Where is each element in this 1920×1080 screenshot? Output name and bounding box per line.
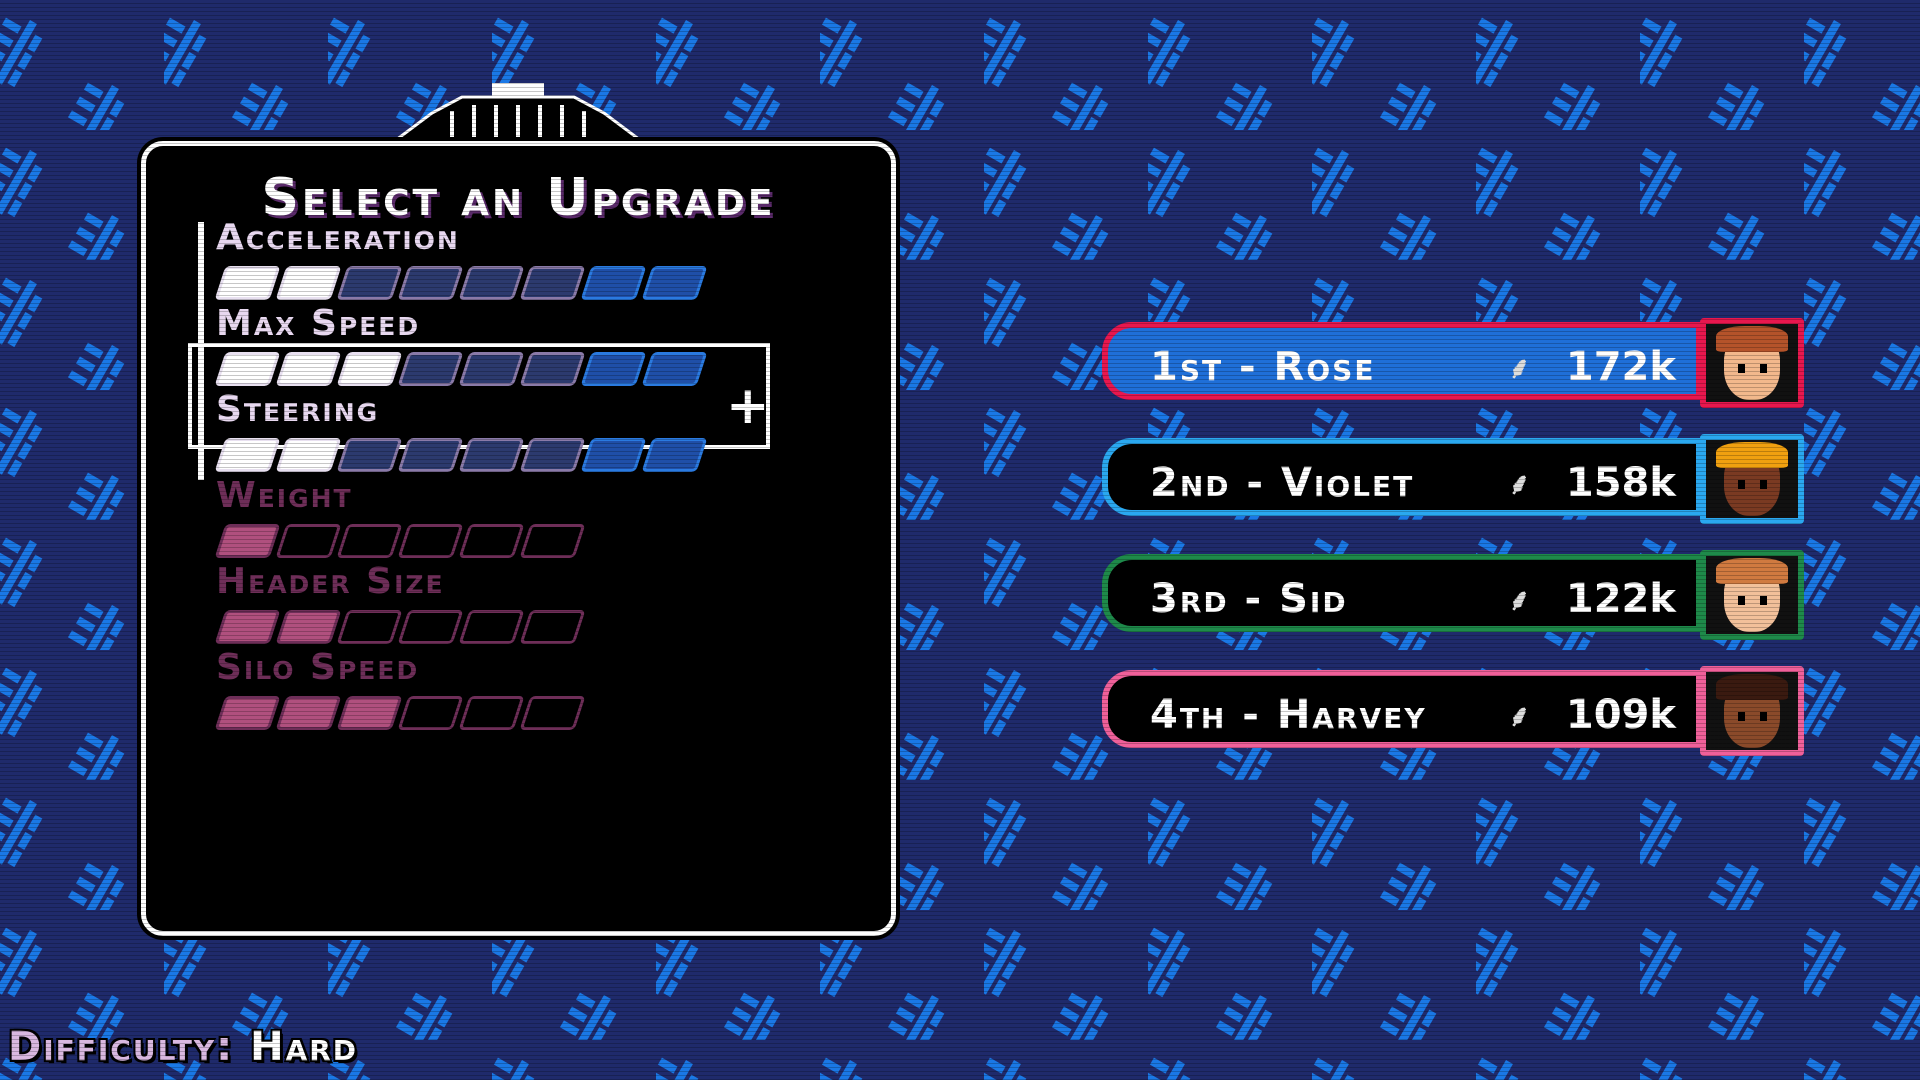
level-segment-filled [214, 524, 281, 558]
player-portrait [1700, 550, 1804, 640]
difficulty-value: Hard [250, 1024, 359, 1070]
upgrade-label: Weight [216, 475, 353, 516]
leaderboard-row: 2nd - Violet ⸙ 158k [1102, 434, 1812, 524]
level-segment-empty [641, 438, 708, 472]
level-segment-empty [641, 266, 708, 300]
level-segment-empty [458, 438, 525, 472]
panel-crown-ornament [392, 83, 644, 143]
level-segment-filled [275, 352, 342, 386]
wheat-icon: ⸙ [1508, 583, 1531, 618]
level-segment-filled [275, 266, 342, 300]
level-segment-empty [397, 524, 464, 558]
level-segment-empty [519, 266, 586, 300]
upgrade-steering[interactable]: Steering [186, 388, 786, 488]
upgrade-level-bar [214, 438, 708, 474]
upgrade-level-bar [214, 524, 586, 560]
wheat-icon: ⸙ [1508, 467, 1531, 502]
level-segment-empty [275, 524, 342, 558]
level-segment-empty [336, 438, 403, 472]
player-score: 158k [1565, 460, 1676, 506]
level-segment-filled [275, 696, 342, 730]
level-segment-filled [214, 438, 281, 472]
level-segment-empty [336, 610, 403, 644]
upgrade-silo-speed: Silo Speed [186, 646, 786, 746]
level-segment-filled [336, 696, 403, 730]
level-segment-filled [336, 352, 403, 386]
upgrade-label: Acceleration [216, 217, 460, 258]
player-portrait [1700, 666, 1804, 756]
row-background: 4th - Harvey ⸙ 109k [1102, 670, 1702, 748]
row-marker [198, 308, 204, 394]
level-segment-filled [275, 610, 342, 644]
plus-icon[interactable]: + [726, 376, 770, 436]
level-segment-empty [519, 610, 586, 644]
player-rank-name: 4th - Harvey [1150, 692, 1427, 738]
level-segment-empty [458, 266, 525, 300]
upgrade-label: Max Speed [216, 303, 421, 344]
panel-title: Select an Upgrade [261, 168, 776, 228]
level-segment-filled [275, 438, 342, 472]
upgrade-header-size: Header Size [186, 560, 786, 660]
upgrade-panel: Select an Upgrade Acceleration Max Speed S… [141, 141, 896, 936]
level-segment-empty [580, 438, 647, 472]
level-segment-empty [397, 696, 464, 730]
level-segment-empty [519, 696, 586, 730]
upgrade-label: Header Size [216, 561, 445, 602]
level-segment-empty [336, 266, 403, 300]
level-segment-empty [458, 352, 525, 386]
leaderboard-row: 3rd - Sid ⸙ 122k [1102, 550, 1812, 640]
level-segment-empty [519, 352, 586, 386]
row-marker [198, 222, 204, 308]
player-score: 122k [1565, 576, 1676, 622]
level-segment-empty [519, 438, 586, 472]
player-score: 109k [1565, 692, 1676, 738]
upgrade-level-bar [214, 696, 586, 732]
level-segment-empty [397, 352, 464, 386]
level-segment-empty [458, 696, 525, 730]
player-portrait [1700, 434, 1804, 524]
level-segment-empty [397, 610, 464, 644]
level-segment-filled [214, 266, 281, 300]
level-segment-empty [397, 266, 464, 300]
leaderboard-row: 1st - Rose ⸙ 172k [1102, 318, 1812, 408]
row-background: 2nd - Violet ⸙ 158k [1102, 438, 1702, 516]
upgrade-weight: Weight [186, 474, 786, 574]
upgrade-level-bar [214, 266, 708, 302]
level-segment-filled [214, 696, 281, 730]
level-segment-empty [458, 610, 525, 644]
player-score: 172k [1565, 344, 1676, 390]
level-segment-filled [214, 352, 281, 386]
wheat-icon: ⸙ [1508, 699, 1531, 734]
player-rank-name: 1st - Rose [1150, 344, 1376, 390]
difficulty-indicator: Difficulty: Hard [8, 1024, 358, 1070]
player-portrait [1700, 318, 1804, 408]
upgrade-label: Steering [216, 389, 380, 430]
level-segment-empty [458, 524, 525, 558]
level-segment-empty [336, 524, 403, 558]
player-rank-name: 2nd - Violet [1150, 460, 1415, 506]
row-background: 3rd - Sid ⸙ 122k [1102, 554, 1702, 632]
level-segment-filled [214, 610, 281, 644]
leaderboard-row: 4th - Harvey ⸙ 109k [1102, 666, 1812, 756]
level-segment-empty [397, 438, 464, 472]
upgrade-level-bar [214, 352, 708, 388]
upgrade-acceleration[interactable]: Acceleration [186, 216, 786, 316]
row-background: 1st - Rose ⸙ 172k [1102, 322, 1702, 400]
difficulty-label: Difficulty: [8, 1024, 235, 1070]
level-segment-empty [519, 524, 586, 558]
level-segment-empty [580, 352, 647, 386]
upgrade-label: Silo Speed [216, 647, 420, 688]
upgrade-level-bar [214, 610, 586, 646]
wheat-icon: ⸙ [1508, 351, 1531, 386]
upgrade-max-speed[interactable]: Max Speed [186, 302, 786, 402]
player-rank-name: 3rd - Sid [1150, 576, 1348, 622]
row-marker [198, 394, 204, 480]
level-segment-empty [641, 352, 708, 386]
level-segment-empty [580, 266, 647, 300]
